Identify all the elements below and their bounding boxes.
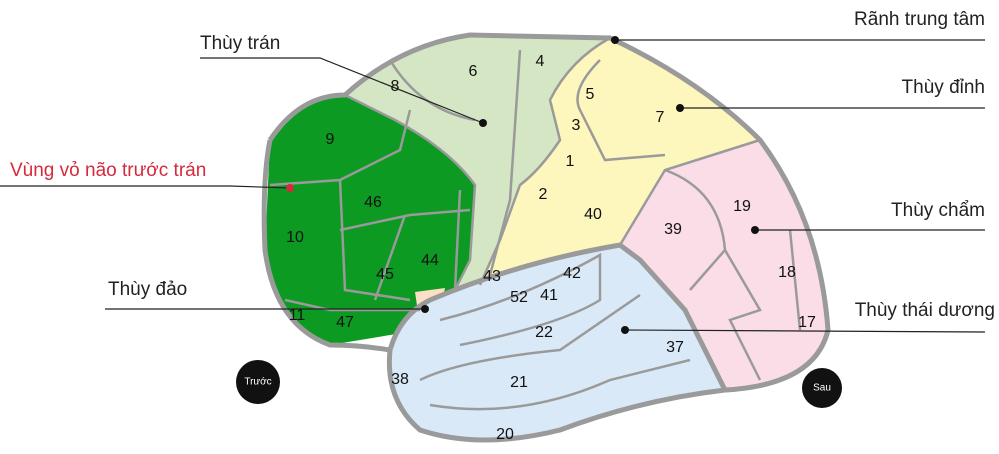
area-number: 22 bbox=[535, 324, 553, 341]
label: Thùy đảo bbox=[108, 279, 187, 300]
label: Thùy thái dương bbox=[855, 300, 995, 321]
area-number: 19 bbox=[733, 198, 751, 215]
area-number: 18 bbox=[778, 264, 796, 281]
marker-text: Sau bbox=[813, 383, 831, 394]
marker-text: Trước bbox=[244, 377, 271, 388]
label: Thùy trán bbox=[200, 33, 280, 54]
area-number: 10 bbox=[286, 229, 304, 246]
area-number: 4 bbox=[536, 53, 545, 70]
area-number: 5 bbox=[586, 86, 595, 103]
label: Rãnh trung tâm bbox=[854, 9, 985, 30]
area-number: 2 bbox=[539, 186, 548, 203]
area-number: 41 bbox=[540, 287, 558, 304]
area-number: 38 bbox=[391, 371, 409, 388]
area-number: 17 bbox=[798, 314, 816, 331]
area-number: 40 bbox=[584, 206, 602, 223]
label: Vùng vỏ não trước trán bbox=[10, 160, 206, 181]
brain-diagram: Thùy trán Rãnh trung tâm Thùy đỉnh Vùng … bbox=[0, 0, 999, 454]
area-number: 8 bbox=[391, 78, 400, 95]
area-number: 43 bbox=[483, 268, 501, 285]
area-number: 44 bbox=[421, 252, 439, 269]
area-number: 47 bbox=[336, 314, 354, 331]
area-number: 21 bbox=[510, 374, 528, 391]
label: Thùy chẩm bbox=[891, 200, 985, 221]
area-number: 39 bbox=[664, 221, 682, 238]
area-number: 9 bbox=[326, 131, 335, 148]
area-number: 7 bbox=[656, 109, 665, 126]
area-number: 1 bbox=[566, 153, 575, 170]
label: Thùy đỉnh bbox=[902, 77, 985, 98]
area-number: 20 bbox=[496, 426, 514, 443]
area-number: 42 bbox=[563, 265, 581, 282]
area-number: 3 bbox=[572, 117, 581, 134]
area-number: 6 bbox=[469, 63, 478, 80]
area-number: 46 bbox=[364, 194, 382, 211]
area-number: 52 bbox=[510, 289, 528, 306]
area-number: 45 bbox=[376, 266, 394, 283]
area-number: 37 bbox=[666, 339, 684, 356]
area-number: 11 bbox=[289, 307, 306, 324]
